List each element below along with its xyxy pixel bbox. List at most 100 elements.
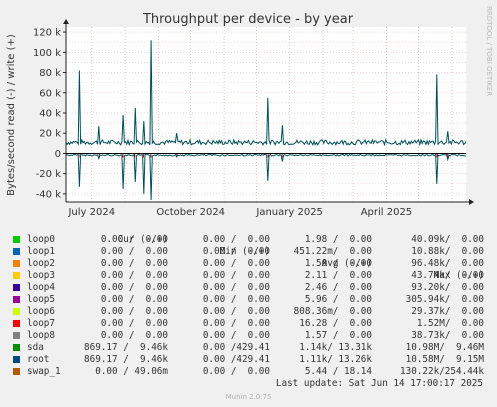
legend-swatch-loop8 xyxy=(13,332,20,339)
legend-row-loop2: loop2 0.00 / 0.00 0.00 / 0.00 1.50 / 0.00 96… xyxy=(12,258,492,270)
y-tick-label: 120 k xyxy=(33,28,61,39)
legend-min-loop5: 0.00 / 0.00 xyxy=(202,294,270,305)
y-tick-label: -20 k xyxy=(36,169,62,180)
legend-avg-loop2: 1.50 / 0.00 xyxy=(304,258,372,269)
y-axis-arrow-icon xyxy=(63,19,69,24)
legend-max-loop8: 38.73k/ 0.00 xyxy=(411,330,484,341)
legend-max-sda: 10.98M/ 9.46M xyxy=(405,342,484,353)
legend-swatch-loop0 xyxy=(13,236,20,243)
legend-name-loop5: loop5 xyxy=(27,294,55,305)
legend-swatch-sda xyxy=(13,344,20,351)
legend-name-loop2: loop2 xyxy=(27,258,55,269)
y-tick-label: 80 k xyxy=(39,68,61,79)
legend-max-swap_1: 130.22k/254.44k xyxy=(400,366,484,377)
legend-avg-loop8: 1.57 / 0.00 xyxy=(304,330,372,341)
legend-max-loop6: 29.37k/ 0.00 xyxy=(411,306,484,317)
legend-name-swap_1: swap_1 xyxy=(27,366,61,377)
y-tick-label: 60 k xyxy=(39,88,61,99)
legend-swatch-loop7 xyxy=(13,320,20,327)
legend-row-loop6: loop6 0.00 / 0.00 0.00 / 0.00 808.36m/ 0.00… xyxy=(12,306,492,318)
legend-max-loop4: 93.20k/ 0.00 xyxy=(411,282,484,293)
legend-row-sda: sda 869.17 / 9.46k 0.00 /429.41 1.14k/ 13.3… xyxy=(12,342,492,354)
plot-area xyxy=(66,27,466,202)
legend-cur-loop4: 0.00 / 0.00 xyxy=(100,282,168,293)
legend-min-loop6: 0.00 / 0.00 xyxy=(202,306,270,317)
legend-name-loop8: loop8 xyxy=(27,330,55,341)
legend-swatch-loop1 xyxy=(13,248,20,255)
legend-name-loop1: loop1 xyxy=(27,246,55,257)
legend-name-loop7: loop7 xyxy=(27,318,55,329)
legend-avg-loop7: 16.28 / 0.00 xyxy=(299,318,372,329)
legend-header-min: Min (-/+) xyxy=(219,246,270,257)
legend-row-loop1: loop1 0.00 / 0.00 0.00 / 0.00 451.22m/ 0.00… xyxy=(12,246,492,258)
legend-min-loop7: 0.00 / 0.00 xyxy=(202,318,270,329)
legend-max-loop0: 40.09k/ 0.00 xyxy=(411,234,484,245)
legend-max-root: 10.58M/ 9.15M xyxy=(405,354,484,365)
legend-name-loop0: loop0 xyxy=(27,234,55,245)
x-axis-arrow-icon xyxy=(469,199,474,205)
legend-min-loop8: 0.00 / 0.00 xyxy=(202,330,270,341)
legend-row-loop5: loop5 0.00 / 0.00 0.00 / 0.00 5.96 / 0.00 30… xyxy=(12,294,492,306)
legend-swatch-loop4 xyxy=(13,284,20,291)
legend-min-swap_1: 0.00 / 0.00 xyxy=(202,366,270,377)
legend-name-loop3: loop3 xyxy=(27,270,55,281)
legend-min-loop2: 0.00 / 0.00 xyxy=(202,258,270,269)
y-tick-label: 40 k xyxy=(39,108,61,119)
throughput-chart: Throughput per device - by year 120 k 100… xyxy=(6,12,474,218)
legend-name-loop4: loop4 xyxy=(27,282,55,293)
y-tick-label: 0 xyxy=(55,149,61,160)
legend-header-max: Max (-/+) xyxy=(433,270,484,281)
legend-cur-root: 869.17 / 9.46k xyxy=(84,354,168,365)
y-axis-ticks: 120 k 100 k 80 k 60 k 40 k 20 k 0 -20 k -40 k xyxy=(33,28,66,200)
legend-swatch-loop6 xyxy=(13,308,20,315)
legend-swatch-loop2 xyxy=(13,260,20,267)
y-tick-label: 100 k xyxy=(33,48,61,59)
legend-cur-swap_1: 0.00 / 49.06m xyxy=(95,366,168,377)
chart-title: Throughput per device - by year xyxy=(142,12,354,27)
legend-row-loop0: loop0 0.00 / 0.00 0.00 / 0.00 1.98 / 0.00 40… xyxy=(12,234,492,246)
legend-cur-loop6: 0.00 / 0.00 xyxy=(100,306,168,317)
legend-max-loop7: 1.52M/ 0.00 xyxy=(416,318,484,329)
legend-row-loop7: loop7 0.00 / 0.00 0.00 / 0.00 16.28 / 0.00 1… xyxy=(12,318,492,330)
legend-avg-loop4: 2.46 / 0.00 xyxy=(304,282,372,293)
legend-cur-loop7: 0.00 / 0.00 xyxy=(100,318,168,329)
legend-avg-loop6: 808.36m/ 0.00 xyxy=(293,306,372,317)
legend-min-root: 0.00 /429.41 xyxy=(202,354,270,365)
legend-swatch-loop5 xyxy=(13,296,20,303)
y-tick-label: -40 k xyxy=(36,189,62,200)
legend-avg-loop5: 5.96 / 0.00 xyxy=(304,294,372,305)
legend-avg-loop3: 2.11 / 0.00 xyxy=(304,270,372,281)
legend-swatch-root xyxy=(13,356,20,363)
legend-name-loop6: loop6 xyxy=(27,306,55,317)
legend-cur-loop0: 0.00 / 0.00 xyxy=(100,234,168,245)
x-tick-label: July 2024 xyxy=(67,207,115,218)
legend-cur-sda: 869.17 / 9.46k xyxy=(84,342,168,353)
legend-max-loop3: 43.74k/ 0.00 xyxy=(411,270,484,281)
legend-avg-swap_1: 5.44 / 18.14 xyxy=(304,366,372,377)
legend-avg-sda: 1.14k/ 13.31k xyxy=(299,342,372,353)
legend-cur-loop8: 0.00 / 0.00 xyxy=(100,330,168,341)
legend-avg-loop1: 451.22m/ 0.00 xyxy=(293,246,372,257)
legend-min-loop3: 0.00 / 0.00 xyxy=(202,270,270,281)
series-group xyxy=(65,40,467,201)
x-tick-label: October 2024 xyxy=(156,207,225,218)
legend-max-loop1: 10.88k/ 0.00 xyxy=(411,246,484,257)
legend-swatch-loop3 xyxy=(13,272,20,279)
legend-min-loop1: 0.00 / 0.00 xyxy=(202,246,270,257)
y-axis-label: Bytes/second read (-) / write (+) xyxy=(6,34,17,196)
legend-name-root: root xyxy=(27,354,50,365)
last-update-text: Last update: Sat Jun 14 17:00:17 2025 xyxy=(275,378,483,389)
legend-min-loop0: 0.00 / 0.00 xyxy=(202,234,270,245)
legend-name-sda: sda xyxy=(27,342,44,353)
x-tick-label: January 2025 xyxy=(255,207,323,218)
y-tick-label: 20 k xyxy=(39,129,61,140)
series-read-line xyxy=(65,153,466,201)
legend-header-cur: Cur (-/+) xyxy=(117,234,168,245)
legend-row-root: root 869.17 / 9.46k 0.00 /429.41 1.11k/ 13.… xyxy=(12,354,492,366)
legend-row-loop8: loop8 0.00 / 0.00 0.00 / 0.00 1.57 / 0.00 38… xyxy=(12,330,492,342)
x-tick-label: April 2025 xyxy=(361,207,412,218)
legend-table: Cur (-/+) Min (-/+) Avg (-/+) Max (-/+) … xyxy=(12,222,492,378)
legend-min-sda: 0.00 /429.41 xyxy=(202,342,270,353)
grid-lines xyxy=(66,27,466,202)
rrdtool-watermark: RRDTOOL / TOBI OETIKER xyxy=(485,6,493,97)
